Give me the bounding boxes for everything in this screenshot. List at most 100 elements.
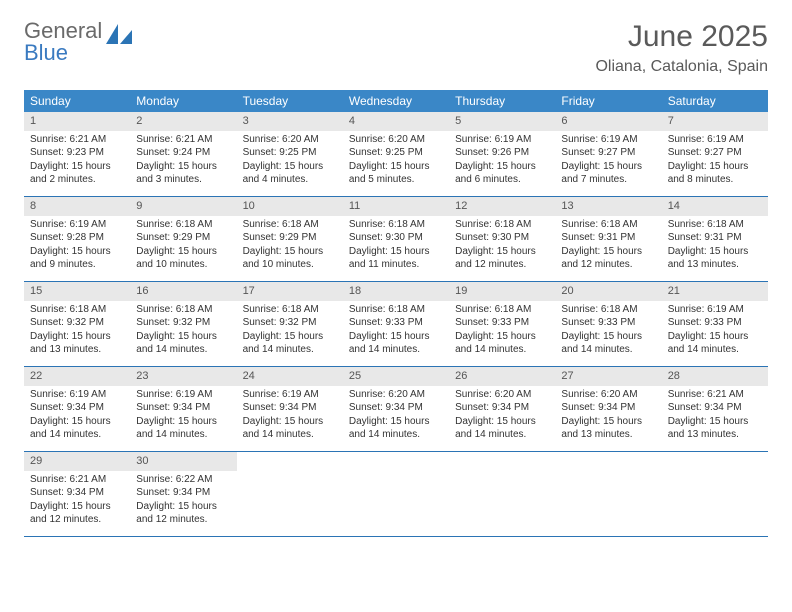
day-cell: 20Sunrise: 6:18 AMSunset: 9:33 PMDayligh… bbox=[555, 282, 661, 366]
day-cell: 8Sunrise: 6:19 AMSunset: 9:28 PMDaylight… bbox=[24, 197, 130, 281]
day-number: 3 bbox=[237, 112, 343, 131]
day-cell bbox=[343, 452, 449, 536]
sunset-text: Sunset: 9:29 PM bbox=[243, 231, 337, 245]
day-cell: 19Sunrise: 6:18 AMSunset: 9:33 PMDayligh… bbox=[449, 282, 555, 366]
day-body: Sunrise: 6:19 AMSunset: 9:34 PMDaylight:… bbox=[130, 386, 236, 448]
day-cell: 16Sunrise: 6:18 AMSunset: 9:32 PMDayligh… bbox=[130, 282, 236, 366]
day-number: 23 bbox=[130, 367, 236, 386]
sunset-text: Sunset: 9:24 PM bbox=[136, 146, 230, 160]
day-body: Sunrise: 6:18 AMSunset: 9:29 PMDaylight:… bbox=[237, 216, 343, 278]
sunset-text: Sunset: 9:28 PM bbox=[30, 231, 124, 245]
sunrise-text: Sunrise: 6:19 AM bbox=[136, 388, 230, 402]
sunrise-text: Sunrise: 6:18 AM bbox=[561, 218, 655, 232]
day-number: 19 bbox=[449, 282, 555, 301]
daylight-text: Daylight: 15 hours and 12 minutes. bbox=[30, 500, 124, 527]
day-body: Sunrise: 6:19 AMSunset: 9:33 PMDaylight:… bbox=[662, 301, 768, 363]
daylight-text: Daylight: 15 hours and 14 minutes. bbox=[30, 415, 124, 442]
day-cell: 10Sunrise: 6:18 AMSunset: 9:29 PMDayligh… bbox=[237, 197, 343, 281]
day-cell bbox=[662, 452, 768, 536]
sunset-text: Sunset: 9:34 PM bbox=[455, 401, 549, 415]
logo-word2: Blue bbox=[24, 42, 68, 64]
sunset-text: Sunset: 9:30 PM bbox=[349, 231, 443, 245]
day-cell: 9Sunrise: 6:18 AMSunset: 9:29 PMDaylight… bbox=[130, 197, 236, 281]
day-body: Sunrise: 6:21 AMSunset: 9:34 PMDaylight:… bbox=[24, 471, 130, 533]
page-title: June 2025 bbox=[595, 20, 768, 54]
day-number bbox=[662, 452, 768, 471]
day-body: Sunrise: 6:18 AMSunset: 9:29 PMDaylight:… bbox=[130, 216, 236, 278]
day-number: 8 bbox=[24, 197, 130, 216]
sunrise-text: Sunrise: 6:20 AM bbox=[243, 133, 337, 147]
daylight-text: Daylight: 15 hours and 13 minutes. bbox=[30, 330, 124, 357]
day-body: Sunrise: 6:18 AMSunset: 9:32 PMDaylight:… bbox=[130, 301, 236, 363]
day-number: 20 bbox=[555, 282, 661, 301]
day-cell: 14Sunrise: 6:18 AMSunset: 9:31 PMDayligh… bbox=[662, 197, 768, 281]
sunrise-text: Sunrise: 6:18 AM bbox=[455, 218, 549, 232]
daylight-text: Daylight: 15 hours and 5 minutes. bbox=[349, 160, 443, 187]
day-number: 25 bbox=[343, 367, 449, 386]
sunrise-text: Sunrise: 6:18 AM bbox=[349, 303, 443, 317]
week-row: 15Sunrise: 6:18 AMSunset: 9:32 PMDayligh… bbox=[24, 282, 768, 367]
daylight-text: Daylight: 15 hours and 12 minutes. bbox=[136, 500, 230, 527]
day-cell: 1Sunrise: 6:21 AMSunset: 9:23 PMDaylight… bbox=[24, 112, 130, 196]
sunset-text: Sunset: 9:33 PM bbox=[455, 316, 549, 330]
sunset-text: Sunset: 9:34 PM bbox=[349, 401, 443, 415]
daylight-text: Daylight: 15 hours and 12 minutes. bbox=[455, 245, 549, 272]
daylight-text: Daylight: 15 hours and 11 minutes. bbox=[349, 245, 443, 272]
sunset-text: Sunset: 9:33 PM bbox=[561, 316, 655, 330]
sunset-text: Sunset: 9:33 PM bbox=[349, 316, 443, 330]
sunset-text: Sunset: 9:26 PM bbox=[455, 146, 549, 160]
sunrise-text: Sunrise: 6:18 AM bbox=[349, 218, 443, 232]
sunset-text: Sunset: 9:34 PM bbox=[243, 401, 337, 415]
day-number: 17 bbox=[237, 282, 343, 301]
day-number: 2 bbox=[130, 112, 236, 131]
daylight-text: Daylight: 15 hours and 14 minutes. bbox=[668, 330, 762, 357]
day-cell: 23Sunrise: 6:19 AMSunset: 9:34 PMDayligh… bbox=[130, 367, 236, 451]
title-block: June 2025 Oliana, Catalonia, Spain bbox=[595, 20, 768, 76]
daylight-text: Daylight: 15 hours and 13 minutes. bbox=[668, 245, 762, 272]
day-cell: 5Sunrise: 6:19 AMSunset: 9:26 PMDaylight… bbox=[449, 112, 555, 196]
day-cell: 4Sunrise: 6:20 AMSunset: 9:25 PMDaylight… bbox=[343, 112, 449, 196]
day-number bbox=[237, 452, 343, 471]
sunset-text: Sunset: 9:33 PM bbox=[668, 316, 762, 330]
day-body: Sunrise: 6:18 AMSunset: 9:32 PMDaylight:… bbox=[24, 301, 130, 363]
day-number bbox=[555, 452, 661, 471]
sunrise-text: Sunrise: 6:19 AM bbox=[30, 218, 124, 232]
sunset-text: Sunset: 9:29 PM bbox=[136, 231, 230, 245]
sunset-text: Sunset: 9:27 PM bbox=[668, 146, 762, 160]
header: General Blue June 2025 Oliana, Catalonia… bbox=[24, 20, 768, 76]
day-cell bbox=[555, 452, 661, 536]
dow-cell: Saturday bbox=[662, 90, 768, 112]
day-number: 13 bbox=[555, 197, 661, 216]
calendar: SundayMondayTuesdayWednesdayThursdayFrid… bbox=[24, 90, 768, 537]
day-number: 6 bbox=[555, 112, 661, 131]
week-row: 22Sunrise: 6:19 AMSunset: 9:34 PMDayligh… bbox=[24, 367, 768, 452]
day-body: Sunrise: 6:19 AMSunset: 9:34 PMDaylight:… bbox=[24, 386, 130, 448]
logo-sail-icon bbox=[106, 24, 132, 44]
dow-cell: Wednesday bbox=[343, 90, 449, 112]
day-cell bbox=[237, 452, 343, 536]
day-cell: 21Sunrise: 6:19 AMSunset: 9:33 PMDayligh… bbox=[662, 282, 768, 366]
daylight-text: Daylight: 15 hours and 14 minutes. bbox=[455, 330, 549, 357]
sunrise-text: Sunrise: 6:19 AM bbox=[30, 388, 124, 402]
sunrise-text: Sunrise: 6:20 AM bbox=[349, 133, 443, 147]
sunset-text: Sunset: 9:25 PM bbox=[349, 146, 443, 160]
day-body: Sunrise: 6:19 AMSunset: 9:26 PMDaylight:… bbox=[449, 131, 555, 193]
day-number: 10 bbox=[237, 197, 343, 216]
day-number: 1 bbox=[24, 112, 130, 131]
day-body: Sunrise: 6:19 AMSunset: 9:27 PMDaylight:… bbox=[555, 131, 661, 193]
day-number: 27 bbox=[555, 367, 661, 386]
day-number: 15 bbox=[24, 282, 130, 301]
day-number: 11 bbox=[343, 197, 449, 216]
day-cell: 29Sunrise: 6:21 AMSunset: 9:34 PMDayligh… bbox=[24, 452, 130, 536]
daylight-text: Daylight: 15 hours and 10 minutes. bbox=[136, 245, 230, 272]
day-number: 12 bbox=[449, 197, 555, 216]
daylight-text: Daylight: 15 hours and 14 minutes. bbox=[455, 415, 549, 442]
day-body: Sunrise: 6:18 AMSunset: 9:33 PMDaylight:… bbox=[343, 301, 449, 363]
sunset-text: Sunset: 9:23 PM bbox=[30, 146, 124, 160]
day-body: Sunrise: 6:20 AMSunset: 9:25 PMDaylight:… bbox=[343, 131, 449, 193]
sunrise-text: Sunrise: 6:18 AM bbox=[30, 303, 124, 317]
daylight-text: Daylight: 15 hours and 8 minutes. bbox=[668, 160, 762, 187]
sunset-text: Sunset: 9:31 PM bbox=[668, 231, 762, 245]
sunrise-text: Sunrise: 6:21 AM bbox=[30, 133, 124, 147]
day-body: Sunrise: 6:19 AMSunset: 9:34 PMDaylight:… bbox=[237, 386, 343, 448]
